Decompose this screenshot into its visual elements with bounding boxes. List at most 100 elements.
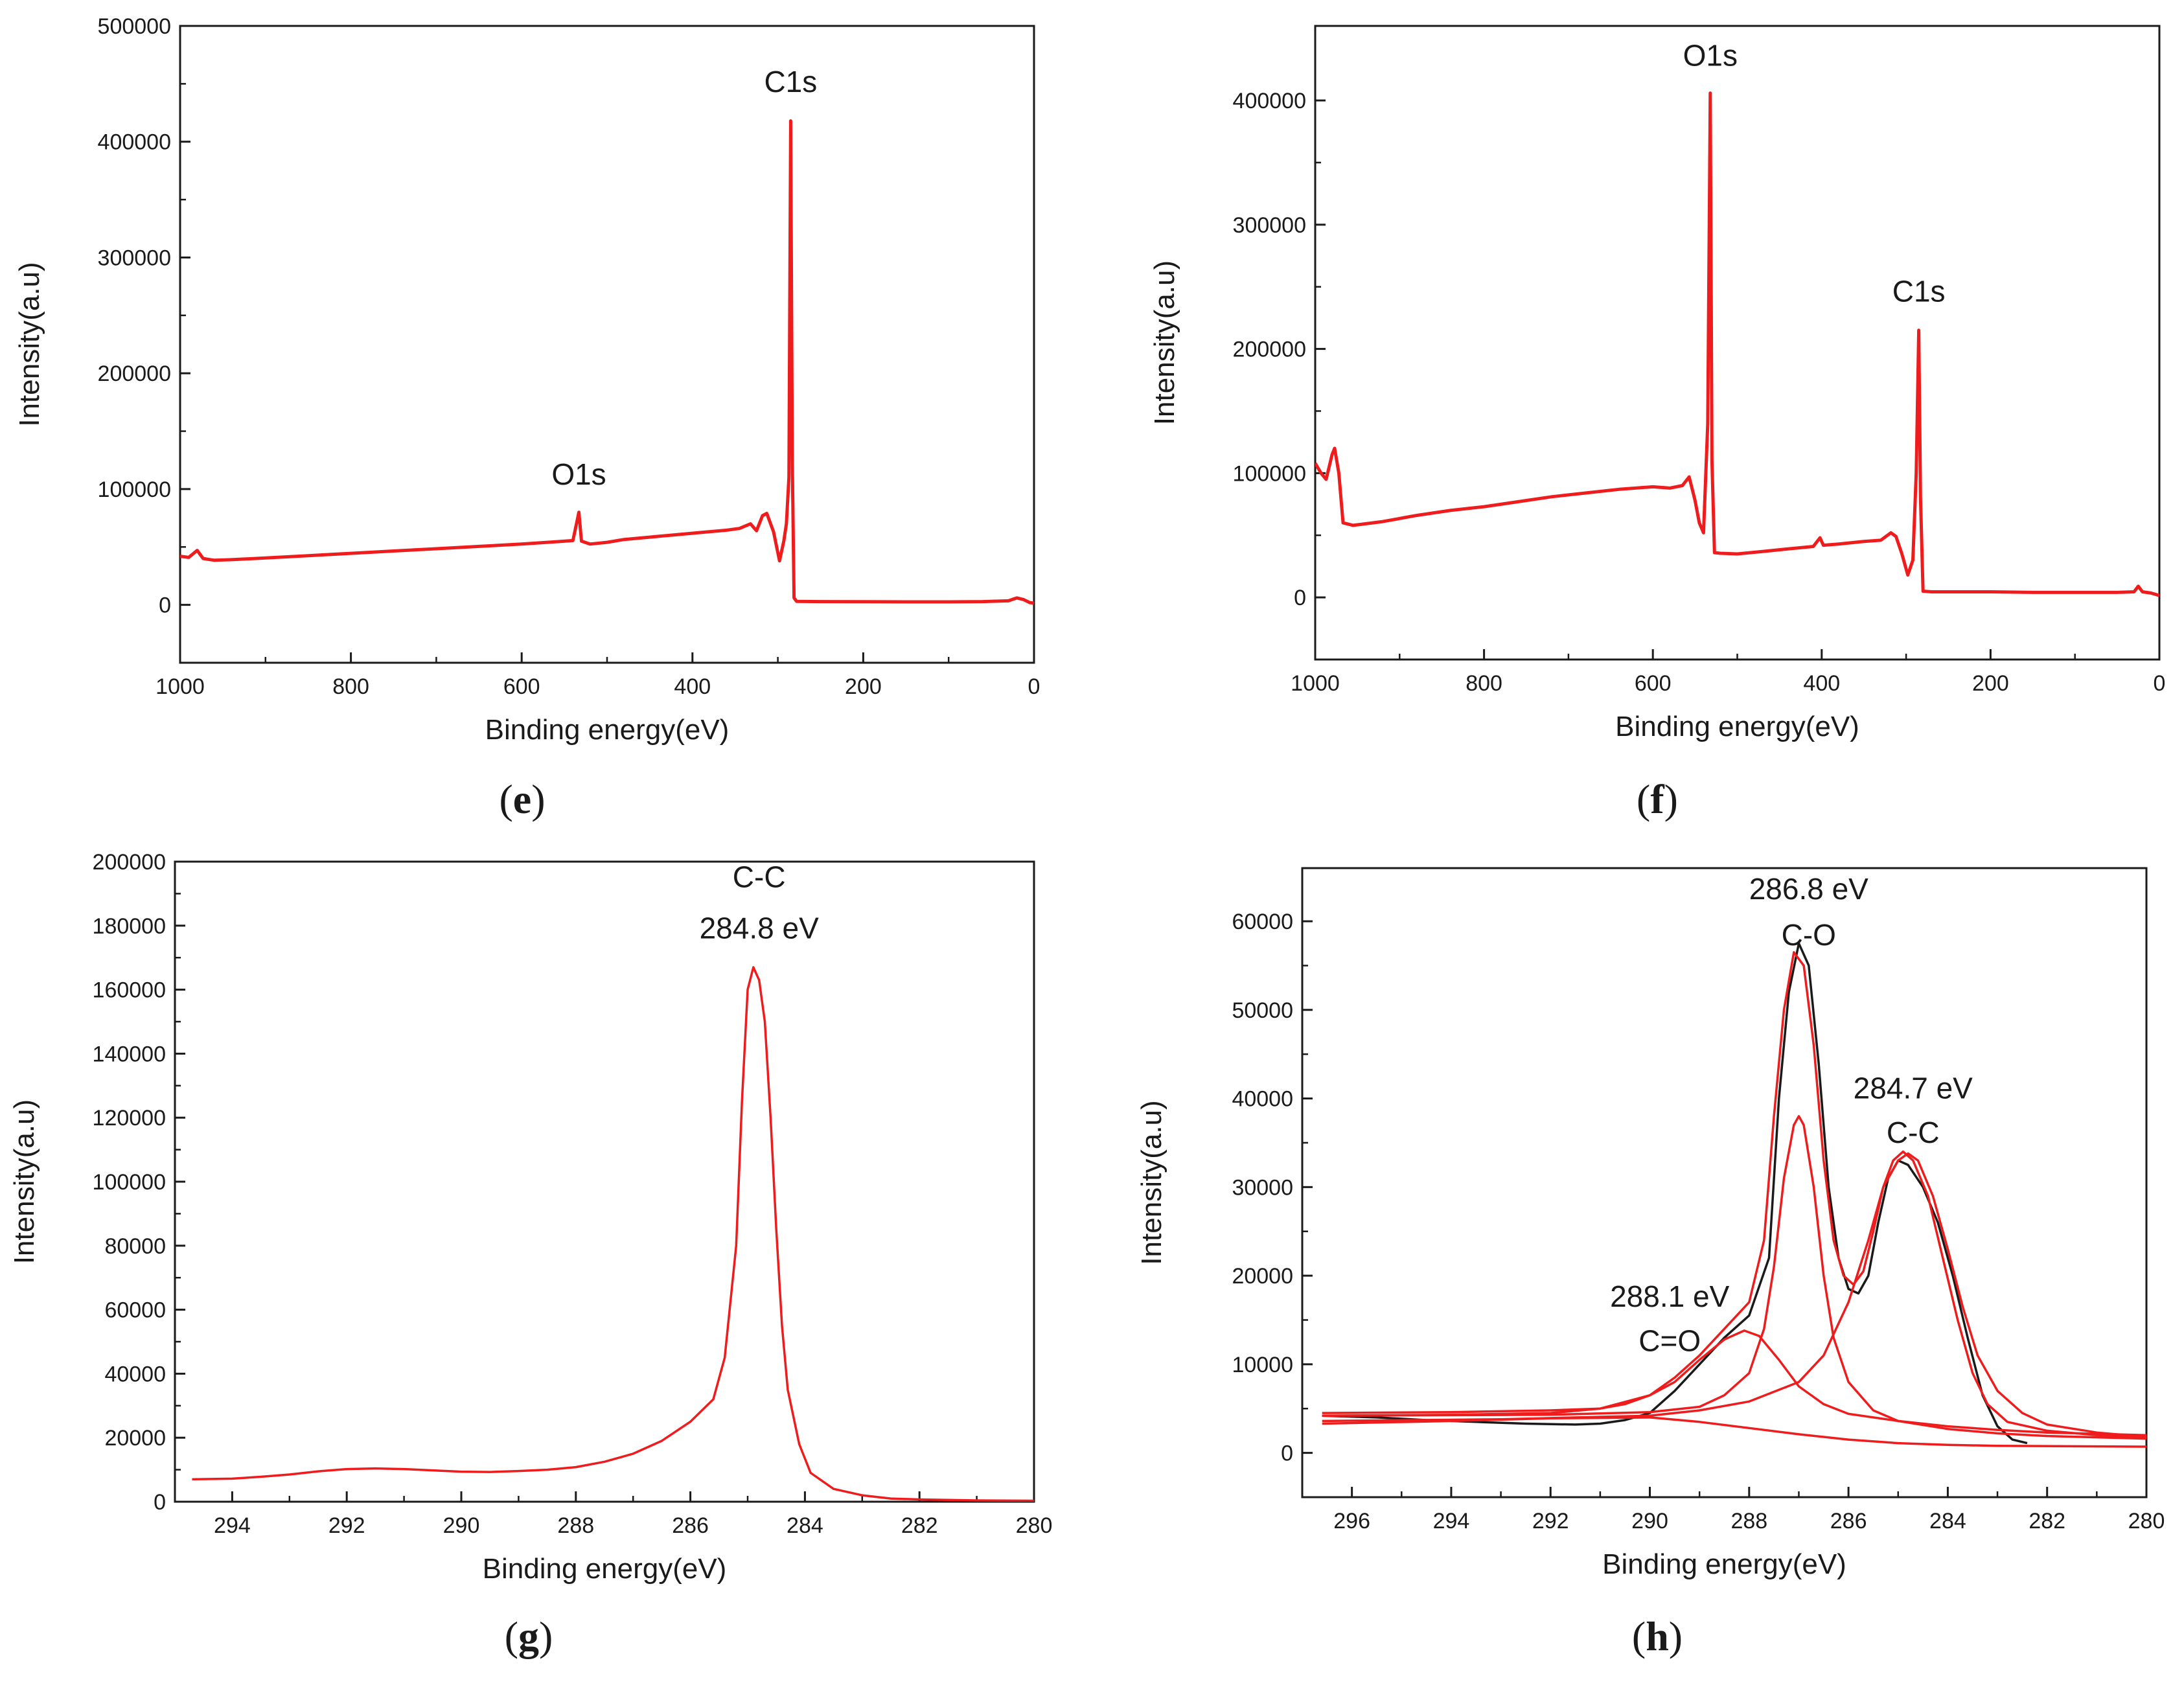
peak-annotation: C=O <box>1638 1324 1701 1357</box>
y-tick-label: 180000 <box>93 914 166 939</box>
y-tick-label: 60000 <box>104 1298 166 1323</box>
y-tick-label: 60000 <box>1232 910 1293 934</box>
x-tick-label: 282 <box>901 1513 938 1538</box>
peak-annotation: C1s <box>764 65 817 98</box>
panel-label: (g) <box>505 1613 553 1659</box>
series-envelope-line <box>1322 951 2146 1438</box>
peak-annotation: O1s <box>1683 38 1738 72</box>
y-tick-label: 100000 <box>98 477 171 502</box>
y-tick-label: 140000 <box>93 1042 166 1066</box>
y-axis-title: Intensity(a.u) <box>1149 260 1180 425</box>
y-tick-label: 0 <box>1294 586 1306 610</box>
x-axis-title: Binding energy(eV) <box>485 714 730 746</box>
y-tick-label: 160000 <box>93 978 166 1003</box>
peak-annotation: 288.1 eV <box>1610 1280 1729 1313</box>
y-tick-label: 0 <box>159 593 171 618</box>
panel-label: (f) <box>1637 776 1678 822</box>
y-tick-label: 20000 <box>1232 1264 1293 1289</box>
chart-panel-e: 1000 800 600 400 200 0 0 100000 200000 300000 4000… <box>14 14 1040 822</box>
x-tick-label: 284 <box>1929 1509 1966 1533</box>
x-tick-label: 294 <box>214 1513 251 1538</box>
plot-frame <box>179 25 1035 664</box>
peak-annotation: C-O <box>1782 918 1836 952</box>
x-tick-label: 200 <box>1972 671 2009 696</box>
plot-frame <box>174 860 1035 1503</box>
y-tick-label: 200000 <box>98 362 171 386</box>
y-tick-label: 500000 <box>98 14 171 39</box>
y-tick-label: 0 <box>1281 1441 1293 1466</box>
chart-panel-h: 296 294 292 290 288 286 284 282 280 0 10000 20000 30… <box>1136 867 2165 1659</box>
x-axis-title: Binding energy(eV) <box>1602 1548 1846 1580</box>
x-tick-label: 800 <box>332 674 369 699</box>
x-tick-label: 800 <box>1466 671 1502 696</box>
panel-label: (h) <box>1632 1613 1683 1659</box>
y-tick-label: 200000 <box>1233 338 1306 362</box>
y-tick-label: 200000 <box>93 850 166 875</box>
x-axis-title: Binding energy(eV) <box>1615 711 1859 742</box>
y-tick-label: 40000 <box>1232 1087 1293 1112</box>
y-axis-title: Intensity(a.u) <box>1136 1100 1167 1265</box>
x-tick-label: 290 <box>443 1513 480 1538</box>
y-tick-label: 50000 <box>1232 998 1293 1023</box>
series-measured-line <box>1322 942 2028 1445</box>
y-tick-label: 10000 <box>1232 1353 1293 1377</box>
peak-annotation: C-C <box>1887 1116 1940 1149</box>
y-tick-label: 20000 <box>104 1426 166 1451</box>
x-tick-label: 292 <box>1532 1509 1569 1533</box>
y-tick-label: 40000 <box>104 1362 166 1386</box>
x-tick-label: 294 <box>1433 1509 1470 1533</box>
chart-panel-g: 294 292 290 288 286 284 282 280 0 20000 40000 60000… <box>8 850 1052 1659</box>
x-tick-label: 400 <box>1803 671 1840 696</box>
x-tick-label: 288 <box>557 1513 594 1538</box>
y-axis-title: Intensity(a.u) <box>8 1099 40 1264</box>
series-baseline-line <box>1322 1416 2146 1448</box>
y-tick-label: 30000 <box>1232 1175 1293 1200</box>
series-c-o-line <box>1322 1329 2146 1437</box>
panel-label: (e) <box>499 776 545 822</box>
y-tick-label: 400000 <box>98 130 171 155</box>
series-c-o-line <box>1322 1115 2146 1440</box>
y-tick-label: 0 <box>154 1490 166 1515</box>
x-tick-label: 400 <box>674 674 711 699</box>
x-tick-label: 0 <box>2154 671 2166 696</box>
peak-annotation: C-C <box>733 860 786 894</box>
x-tick-label: 292 <box>328 1513 365 1538</box>
x-tick-label: 284 <box>787 1513 823 1538</box>
y-tick-label: 300000 <box>98 246 171 270</box>
x-tick-label: 1000 <box>155 674 205 699</box>
plot-frame <box>1301 867 2148 1498</box>
y-tick-label: 100000 <box>93 1170 166 1195</box>
x-tick-label: 200 <box>845 674 882 699</box>
x-tick-label: 0 <box>1028 674 1040 699</box>
peak-annotation: O1s <box>551 457 606 491</box>
y-tick-label: 400000 <box>1233 89 1306 113</box>
x-tick-label: 290 <box>1631 1509 1668 1533</box>
y-axis-title: Intensity(a.u) <box>14 262 45 426</box>
y-tick-label: 100000 <box>1233 461 1306 486</box>
x-tick-label: 280 <box>2128 1509 2165 1533</box>
series-c1s-line <box>192 966 1034 1502</box>
x-tick-label: 600 <box>503 674 540 699</box>
peak-annotation: 284.8 eV <box>700 912 819 945</box>
y-tick-label: 120000 <box>93 1106 166 1130</box>
x-tick-label: 282 <box>2029 1509 2065 1533</box>
plot-frame <box>1314 25 2161 661</box>
y-tick-label: 80000 <box>104 1234 166 1259</box>
series-survey-line <box>1315 91 2159 597</box>
x-tick-label: 296 <box>1333 1509 1370 1533</box>
x-tick-label: 280 <box>1016 1513 1053 1538</box>
x-tick-label: 600 <box>1635 671 1672 696</box>
x-axis-title: Binding energy(eV) <box>483 1553 727 1585</box>
x-tick-label: 288 <box>1730 1509 1767 1533</box>
chart-panel-f: 1000 800 600 400 200 0 0 100000 200000 300000 4000… <box>1149 25 2166 822</box>
x-tick-label: 286 <box>1830 1509 1867 1533</box>
series-survey-line <box>180 119 1034 605</box>
peak-annotation: 286.8 eV <box>1749 872 1868 906</box>
series-c-c-line <box>1322 1152 2146 1438</box>
peak-annotation: C1s <box>1892 275 1946 308</box>
peak-annotation: 284.7 eV <box>1854 1072 1973 1105</box>
x-tick-label: 286 <box>672 1513 709 1538</box>
x-tick-label: 1000 <box>1291 671 1340 696</box>
y-tick-label: 300000 <box>1233 213 1306 238</box>
